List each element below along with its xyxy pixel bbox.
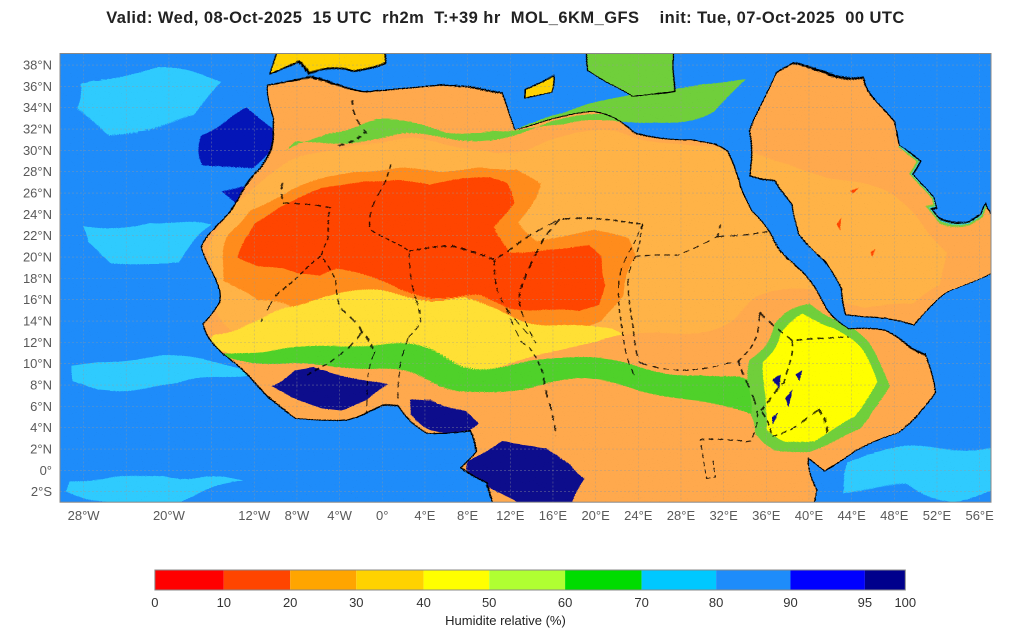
svg-text:4°E: 4°E <box>414 508 435 523</box>
svg-text:0°: 0° <box>376 508 388 523</box>
svg-text:48°E: 48°E <box>880 508 909 523</box>
svg-text:26°N: 26°N <box>23 186 52 201</box>
svg-text:36°E: 36°E <box>752 508 781 523</box>
svg-text:12°E: 12°E <box>496 508 525 523</box>
svg-text:52°E: 52°E <box>923 508 952 523</box>
svg-text:20°E: 20°E <box>581 508 610 523</box>
svg-text:20°N: 20°N <box>23 250 52 265</box>
svg-text:4°N: 4°N <box>30 420 52 435</box>
svg-text:12°W: 12°W <box>238 508 271 523</box>
svg-text:4°W: 4°W <box>327 508 352 523</box>
svg-text:2°S: 2°S <box>31 484 52 499</box>
svg-text:28°W: 28°W <box>68 508 101 523</box>
svg-text:32°E: 32°E <box>709 508 738 523</box>
svg-text:8°N: 8°N <box>30 378 52 393</box>
svg-text:24°N: 24°N <box>23 207 52 222</box>
svg-text:16°E: 16°E <box>539 508 568 523</box>
svg-text:8°W: 8°W <box>285 508 310 523</box>
svg-text:56°E: 56°E <box>965 508 994 523</box>
svg-text:40°E: 40°E <box>795 508 824 523</box>
svg-text:12°N: 12°N <box>23 335 52 350</box>
svg-text:44°E: 44°E <box>837 508 866 523</box>
svg-text:2°N: 2°N <box>30 442 52 457</box>
svg-text:20°W: 20°W <box>153 508 186 523</box>
svg-text:22°N: 22°N <box>23 228 52 243</box>
svg-text:24°E: 24°E <box>624 508 653 523</box>
svg-text:8°E: 8°E <box>457 508 478 523</box>
svg-text:14°N: 14°N <box>23 314 52 329</box>
svg-text:18°N: 18°N <box>23 271 52 286</box>
svg-text:28°N: 28°N <box>23 164 52 179</box>
svg-text:38°N: 38°N <box>23 58 52 73</box>
svg-text:16°N: 16°N <box>23 292 52 307</box>
svg-text:0°: 0° <box>40 463 52 478</box>
svg-text:10°N: 10°N <box>23 356 52 371</box>
svg-text:30°N: 30°N <box>23 143 52 158</box>
svg-text:34°N: 34°N <box>23 100 52 115</box>
svg-text:28°E: 28°E <box>667 508 696 523</box>
svg-text:32°N: 32°N <box>23 122 52 137</box>
svg-text:6°N: 6°N <box>30 399 52 414</box>
svg-text:36°N: 36°N <box>23 79 52 94</box>
